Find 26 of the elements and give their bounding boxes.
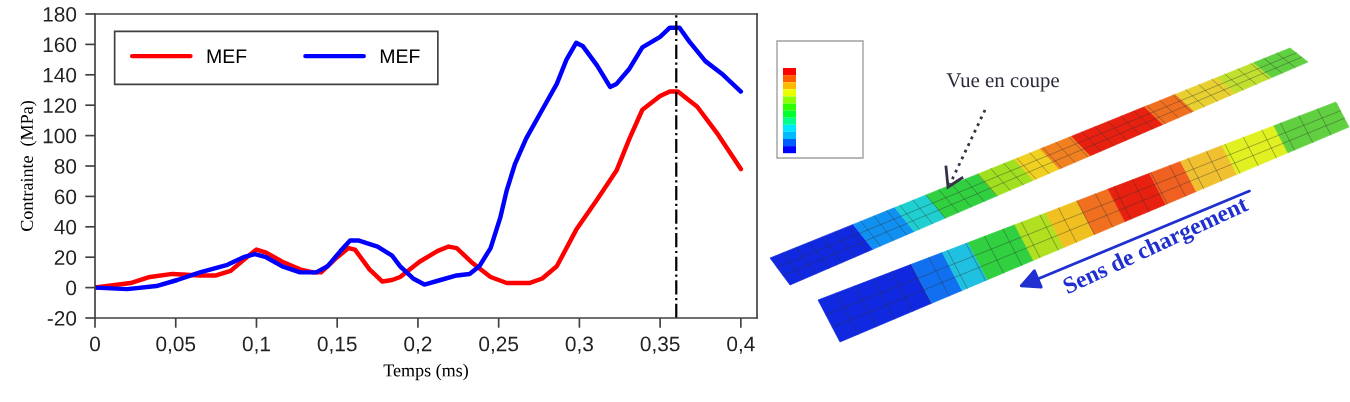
line-series [95, 25, 744, 292]
legend-label: MEF [207, 49, 247, 63]
y-tick-label: 60 [54, 189, 77, 205]
y-tick-label: 120 [43, 98, 77, 113]
y-tick-label: 80 [54, 159, 77, 174]
y-tick-label: 140 [43, 67, 77, 83]
x-tick-label: 0,15 [317, 336, 357, 354]
legend-label: MEF [380, 49, 420, 63]
y-tick-label: 40 [54, 219, 77, 235]
x-tick-label: 0,3 [565, 336, 593, 354]
x-tick-label: 0,2 [404, 336, 432, 354]
x-tick-label: 0,25 [479, 336, 519, 354]
y-tick-label: 20 [54, 250, 77, 265]
x-tick-label: 0,05 [156, 336, 196, 354]
x-tick-label: 0,4 [727, 336, 755, 354]
y-tick-label: -20 [47, 311, 77, 326]
y-tick-label: 180 [43, 7, 77, 22]
x-tick-label: 0 [90, 336, 100, 352]
y-tick-label: 0 [66, 280, 77, 296]
x-axis-title: Temps (ms) [383, 363, 468, 381]
text: Vue en coupe [946, 73, 1059, 92]
y-tick-label: 160 [43, 37, 77, 53]
x-tick-label: 0,1 [242, 336, 270, 354]
y-tick-label: 100 [43, 128, 77, 144]
y-axis-title: Contrainte (MPa) [20, 101, 37, 231]
x-tick-label: 0,35 [640, 336, 680, 354]
